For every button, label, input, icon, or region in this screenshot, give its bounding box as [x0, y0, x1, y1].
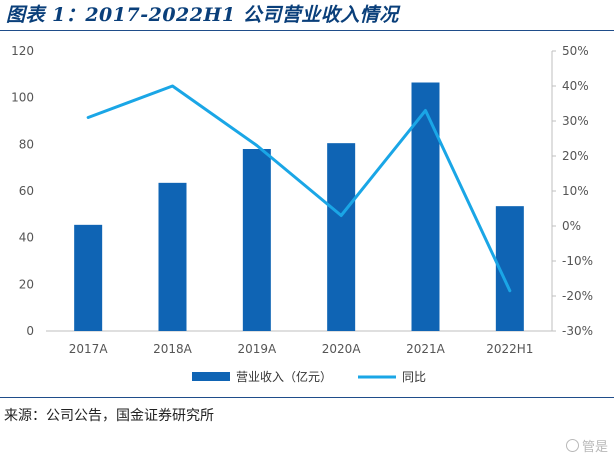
x-tick-label: 2018A [153, 342, 193, 356]
y-left-tick-label: 100 [11, 91, 34, 105]
x-tick-label: 2022H1 [486, 342, 533, 356]
y-left-tick-label: 120 [11, 44, 34, 58]
revenue-chart: 0 20 40 60 80 100 120 -30% -20% -10% 0% 10% 20% 30% 40… [11, 44, 593, 384]
bar-2018A [158, 182, 187, 331]
bar-2020A [327, 143, 356, 331]
yoy-growth-line [86, 84, 512, 293]
y-left-tick-label: 80 [19, 137, 34, 151]
legend-bar-label: 营业收入（亿元） [236, 369, 332, 384]
y-right-tick-label: 30% [562, 114, 589, 128]
y-left-tick-label: 40 [19, 231, 34, 245]
bar-2017A [74, 224, 103, 331]
y-left-tick-label: 20 [19, 277, 34, 291]
y-right-tick-label: -20% [562, 289, 593, 303]
legend-bar-swatch [192, 372, 230, 381]
watermark-text: 管是 [581, 440, 608, 455]
y-left-tick-label: 0 [26, 324, 34, 338]
bar-2019A [242, 149, 271, 331]
y-left-tick-label: 60 [19, 184, 34, 198]
x-tick-label: 2017A [69, 342, 109, 356]
legend-line-label: 同比 [402, 370, 426, 384]
top-rule [0, 30, 614, 31]
source-note: 来源：公司公告，国金证券研究所 [4, 408, 214, 424]
y-right-tick-label: 50% [562, 44, 589, 58]
watermark: 管是 [565, 436, 608, 455]
x-tick-label: 2020A [322, 342, 362, 356]
bar-2021A [411, 82, 440, 331]
y-right-tick-label: 10% [562, 184, 589, 198]
x-tick-label: 2021A [406, 342, 446, 356]
y-right-tick-label: -10% [562, 254, 593, 268]
watermark-icon [565, 439, 579, 452]
x-tick-label: 2019A [237, 342, 277, 356]
y-right-tick-label: 0% [562, 219, 581, 233]
y-right-tick-label: 20% [562, 149, 589, 163]
page-title: 图表 1：2017-2022H1 公司营业收入情况 [6, 4, 399, 26]
y-right-tick-label: 40% [562, 79, 589, 93]
y-right-tick-label: -30% [562, 324, 593, 338]
bottom-rule [0, 397, 614, 398]
